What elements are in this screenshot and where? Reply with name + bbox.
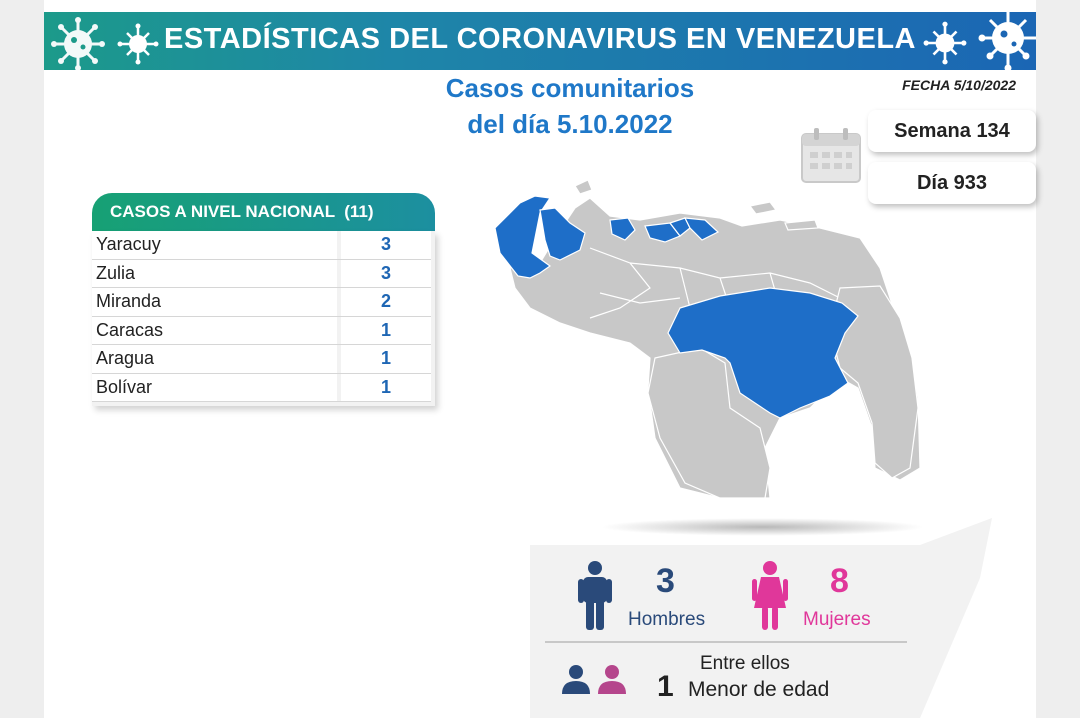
subtitle-line-2: del día 5.10.2022	[467, 109, 673, 139]
minors-intro: Entre ellos	[700, 653, 790, 674]
table-title: CASOS A NIVEL NACIONAL (11)	[92, 193, 435, 231]
map-state-falcon	[539, 207, 586, 261]
case-count: 1	[341, 373, 431, 401]
minors-label: Menor de edad	[688, 678, 830, 701]
case-count: 1	[341, 345, 431, 373]
state-name: Aragua	[92, 345, 341, 373]
header-banner: ESTADÍSTICAS DEL CORONAVIRUS EN VENEZUEL…	[44, 12, 1036, 70]
virus-icon	[117, 23, 159, 65]
woman-icon	[752, 561, 788, 630]
subtitle: Casos comunitarios del día 5.10.2022	[400, 70, 740, 142]
map-state-yaracuy	[609, 217, 636, 241]
virus-icon	[51, 17, 105, 70]
state-name: Yaracuy	[92, 231, 341, 259]
state-name: Zulia	[92, 259, 341, 287]
case-count: 3	[341, 231, 431, 259]
report-date: FECHA 5/10/2022	[902, 77, 1016, 93]
page-title: ESTADÍSTICAS DEL CORONAVIRUS EN VENEZUEL…	[163, 23, 916, 55]
table-row: Miranda 2	[92, 288, 431, 317]
women-count: 8	[830, 562, 849, 600]
table-body: Yaracuy 3 Zulia 3 Miranda 2 Caracas 1 Ar…	[92, 231, 435, 406]
table-row: Bolívar 1	[92, 373, 431, 402]
case-count: 1	[341, 316, 431, 344]
man-icon	[578, 561, 612, 630]
case-count: 2	[341, 288, 431, 316]
subtitle-line-1: Casos comunitarios	[445, 73, 695, 103]
men-label: Hombres	[628, 609, 706, 630]
divider	[545, 641, 907, 643]
state-name: Miranda	[92, 288, 341, 316]
table-row: Caracas 1	[92, 316, 431, 345]
table-row: Yaracuy 3	[92, 231, 431, 260]
minors-count: 1	[657, 670, 674, 703]
panel-shadow	[600, 518, 925, 536]
children-icon	[562, 665, 626, 694]
table-row: Zulia 3	[92, 259, 431, 288]
national-cases-table: CASOS A NIVEL NACIONAL (11) Yaracuy 3 Zu…	[92, 193, 435, 406]
map-state-zulia	[494, 195, 552, 279]
map-state-bolivar	[667, 287, 859, 419]
week-badge: Semana 134	[868, 110, 1036, 152]
state-name: Caracas	[92, 316, 341, 344]
table-row: Aragua 1	[92, 345, 431, 374]
state-name: Bolívar	[92, 373, 341, 401]
venezuela-map	[494, 179, 921, 499]
men-count: 3	[656, 562, 675, 600]
case-count: 3	[341, 259, 431, 287]
women-label: Mujeres	[803, 609, 871, 630]
panel-fold	[920, 518, 992, 718]
map-state-aragua	[644, 222, 681, 243]
virus-icon	[923, 21, 967, 65]
day-badge: Día 933	[868, 162, 1036, 204]
virus-icon	[978, 12, 1036, 70]
map-state-miranda	[683, 217, 720, 241]
calendar-icon	[801, 128, 861, 183]
